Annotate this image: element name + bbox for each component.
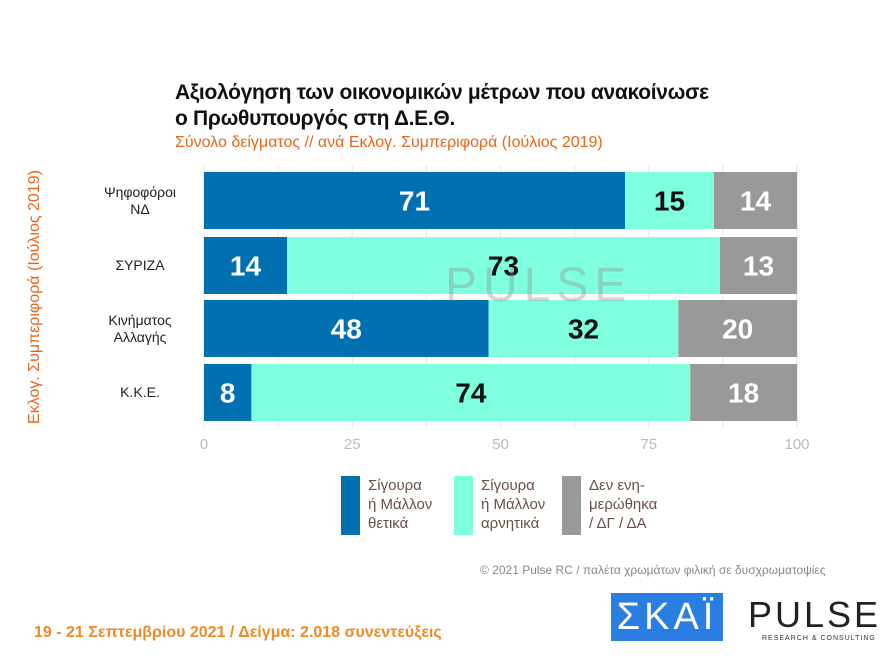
skai-logo: ΣΚΑΪ	[611, 593, 723, 641]
data-label: 15	[654, 186, 685, 217]
chart-subtitle: Σύνολο δείγματος // ανά Εκλογ. Συμπεριφο…	[175, 134, 603, 151]
legend-label: Δεν ενη-μερώθηκα / ΔΓ / ΔΑ	[589, 477, 658, 532]
bar-chart: 71 15 14 14 73 13 48 32 20 8 74 18	[203, 165, 798, 428]
bar-segment	[625, 172, 714, 229]
data-label: 32	[568, 314, 599, 345]
pulse-logo-subtitle: RESEARCH & CONSULTING	[762, 635, 876, 642]
category-label: Κινήματος Αλλαγής	[108, 311, 172, 345]
bar-segment	[251, 364, 691, 421]
data-label: 8	[220, 378, 236, 409]
data-label: 13	[743, 251, 774, 282]
tick-label: 75	[640, 436, 658, 453]
legend-label: Σίγουρα ή Μάλλον θετικά	[368, 477, 433, 532]
data-label: 71	[399, 186, 430, 217]
bar-segment	[204, 237, 288, 294]
data-label: 18	[728, 378, 759, 409]
chart-title: Αξιολόγηση των οικονομικών μέτρων που αν…	[175, 80, 709, 132]
bar-segment	[690, 364, 797, 421]
tick-label: 25	[343, 436, 361, 453]
tick-label: 50	[492, 436, 509, 453]
bar-segment	[719, 237, 797, 294]
legend-swatch	[454, 476, 473, 535]
legend-swatch	[341, 476, 360, 535]
data-label: 14	[740, 186, 772, 217]
tick-label: 0	[199, 436, 209, 453]
footer-info: 19 - 21 Σεπτεμβρίου 2021 / Δείγμα: 2.018…	[34, 624, 442, 641]
bar-segment	[204, 172, 626, 229]
title-line-1: Αξιολόγηση των οικονομικών μέτρων που αν…	[175, 81, 709, 104]
bar-segment	[204, 300, 489, 357]
pulse-logo: PULSE	[748, 594, 880, 635]
data-label: 14	[230, 251, 262, 282]
data-label: 20	[722, 314, 753, 345]
data-label: 74	[455, 378, 487, 409]
bar-segment	[287, 237, 720, 294]
bar-segment	[488, 300, 679, 357]
tick-label: 100	[784, 436, 810, 453]
legend-swatch	[562, 476, 581, 535]
bar-segment	[204, 364, 252, 421]
title-line-2: ο Πρωθυπουργός στη Δ.Ε.Θ.	[175, 107, 455, 130]
copyright: © 2021 Pulse RC / παλέτα χρωμάτων φιλική…	[480, 563, 826, 577]
category-label: ΣΥΡΙΖΑ	[115, 257, 165, 273]
category-label: Ψηφοφόροι ΝΔ	[103, 183, 177, 217]
data-label: 48	[331, 314, 362, 345]
bar-segment	[713, 172, 797, 229]
legend-label: Σίγουρα ή Μάλλον αρνητικά	[481, 477, 546, 532]
bar-segment	[678, 300, 797, 357]
category-label: Κ.Κ.Ε.	[120, 384, 160, 400]
data-label: 73	[488, 251, 519, 282]
